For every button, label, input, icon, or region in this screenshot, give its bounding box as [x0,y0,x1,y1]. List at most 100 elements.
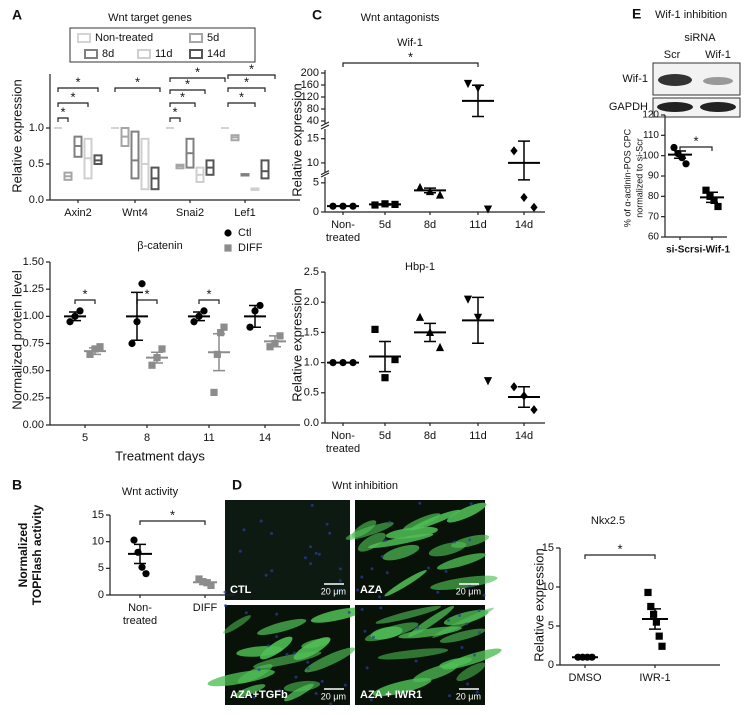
nucleus [482,593,486,597]
panel-title: Wif-1 inhibition [655,9,727,21]
x-tick-label: 8d [424,430,436,442]
x-tick-label: Axin2 [64,207,92,219]
point [435,190,445,199]
point [670,143,678,152]
cell [257,618,307,635]
point [207,581,215,589]
error-bar [379,203,391,206]
nucleus [452,540,456,544]
cell [442,648,502,670]
nucleus [252,695,256,699]
nucleus [285,652,289,656]
nucleus [270,569,274,573]
point [138,280,146,288]
panel-label: D [232,477,242,493]
significance-label: * [195,64,200,79]
nucleus [469,502,473,506]
blot-band [700,102,736,112]
x-tick-label: IWR-1 [639,672,670,684]
y-tick-label: 0.5 [304,387,319,399]
chart-subtitle: Wif-1 [397,37,423,49]
point [200,307,208,315]
y-tick-label: 2.0 [304,296,319,308]
significance-bracket [139,520,206,525]
nucleus [414,659,418,663]
y-axis-title: Normalized protein level [9,270,24,410]
significance-bracket [227,102,256,107]
point [530,405,538,415]
x-tick-label: Wnt4 [122,207,148,219]
cell [364,622,419,642]
x-tick-label: Snai2 [176,207,204,219]
y-axis-title: % of α-actinin-POS CPC [622,128,632,227]
panel-title: Wnt inhibition [332,480,398,492]
cell [385,526,438,539]
point [66,318,74,326]
significance-label: * [170,507,175,522]
blot-band [657,102,693,112]
error-bar [69,311,81,322]
legend-label: 14d [207,48,225,60]
x-tick-label: DIFF [193,602,218,614]
y-tick-label: 0.0 [304,417,319,429]
x-tick-label: 5d [379,219,391,231]
y-tick-label: 1.00 [23,310,44,322]
nucleus [257,668,261,672]
point [391,355,399,364]
nucleus [328,531,332,535]
legend-marker [224,244,232,252]
y-axis-title: Relative expression [289,83,304,196]
label-line: treated [123,615,157,627]
nucleus [369,698,373,702]
y-axis-title: normalized to si-Scr [634,138,644,218]
cell [428,541,467,557]
point [702,186,710,194]
nucleus [308,545,312,549]
cell [384,569,427,597]
legend-swatch [137,49,151,59]
y-tick-label: 160 [301,79,319,91]
nucleus [242,528,246,532]
chart-title: Wnt target genes [108,12,192,24]
chart-title: Wnt activity [122,486,179,498]
panel-label: A [12,7,22,23]
point [652,618,660,626]
band-label: GAPDH [609,101,648,113]
nucleus [310,503,314,507]
y-tick-label: 10 [307,157,319,169]
x-tick-label: si-Wif-1 [694,245,730,256]
cell [223,615,251,634]
significance-label: * [60,104,65,119]
significance-bracket [74,299,96,304]
image-label: CTL [230,584,252,596]
x-axis-title: Treatment days [115,448,205,463]
nucleus [448,694,452,698]
nucleus [468,538,472,542]
point [650,610,658,618]
cell [436,553,486,570]
nucleus [388,520,392,524]
nucleus [224,604,228,608]
error-bar [518,386,530,409]
nucleus [325,522,329,526]
x-tick-label: 14 [259,432,271,444]
x-tick-label: 11d [469,430,487,442]
bar [130,130,140,180]
error-bar [269,335,281,348]
significance-label: * [82,286,87,301]
cell [301,638,330,649]
legend-swatch [77,33,91,43]
cell [456,662,486,682]
y-tick-label: 1.5 [304,326,319,338]
y-tick-label: 120 [301,91,319,103]
cell [207,669,275,687]
x-tick-label: si-Scr [666,245,694,256]
point [714,202,722,211]
nucleus [338,567,342,571]
error-bar [706,191,718,204]
nucleus [416,626,420,630]
point [128,339,136,348]
error-bar [518,140,530,181]
significance-bracket [57,102,89,107]
significance-label: * [249,61,254,76]
